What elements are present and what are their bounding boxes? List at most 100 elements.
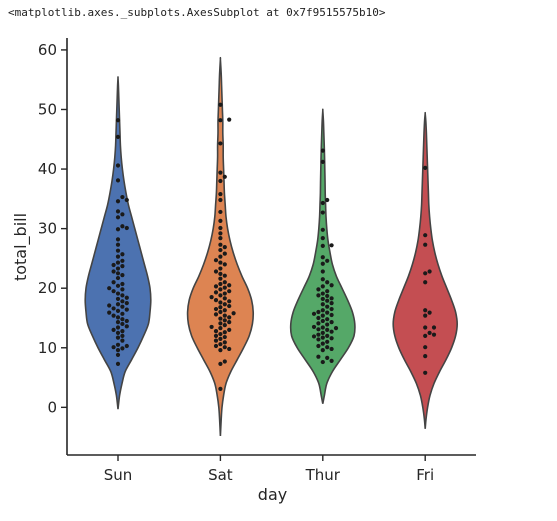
swarm-point-sat (213, 328, 219, 334)
y-tick-label: 0 (47, 398, 57, 416)
swarm-point-sat (218, 276, 223, 281)
swarm-point-sun (115, 271, 121, 276)
swarm-point-sun (111, 280, 116, 285)
swarm-point-sun (115, 320, 121, 325)
swarm-point-sat (227, 315, 232, 320)
swarm-point-thur (325, 310, 330, 315)
swarm-point-sat (213, 298, 219, 303)
swarm-point-sat (222, 323, 227, 328)
swarm-point-sat (218, 271, 223, 276)
y-tick-label: 50 (38, 100, 57, 118)
swarm-point-sat (218, 305, 223, 310)
swarm-point-thur (325, 317, 330, 322)
swarm-point-sat (222, 340, 227, 345)
swarm-point-sun (124, 324, 129, 329)
swarm-point-sun (115, 348, 121, 353)
y-tick-label: 60 (38, 41, 57, 59)
swarm-point-sat (222, 318, 227, 323)
swarm-point-sun (115, 254, 121, 259)
swarm-point-sun (124, 307, 129, 312)
swarm-point-sat (222, 296, 227, 301)
swarm-point-thur (329, 243, 334, 248)
x-ticks: Sun Sat Thur Fri (104, 455, 434, 484)
swarm-point-fri (423, 325, 428, 330)
swarm-point-thur (320, 335, 325, 340)
swarm-point-sun (115, 118, 121, 123)
swarm-point-thur (325, 339, 330, 344)
swarm-point-fri (431, 332, 437, 337)
x-tick-label: Fri (416, 466, 434, 484)
swarm-point-sun (124, 300, 129, 306)
swarm-point-thur (329, 306, 334, 312)
swarm-point-thur (329, 312, 334, 318)
swarm-point-thur (325, 298, 330, 303)
axes: 0 10 20 30 40 50 60 Sun Sat Thur Fri total_bill d… (11, 38, 476, 504)
swarm-point-sun (124, 318, 129, 324)
swarm-point-thur (316, 321, 321, 326)
swarm-point-sun (120, 328, 125, 334)
swarm-point-sun (115, 291, 121, 296)
swarm-point-thur (325, 289, 330, 294)
swarm-point-sun (111, 289, 116, 294)
swarm-point-sat (213, 269, 219, 274)
swarm-point-sun (115, 315, 121, 320)
swarm-point-layer (107, 102, 437, 391)
swarm-point-sat (227, 346, 232, 352)
swarm-point-sat (222, 291, 227, 296)
swarm-point-sun (115, 342, 121, 347)
swarm-point-sat (231, 311, 236, 316)
swarm-point-sun (120, 311, 125, 316)
swarm-point-sun (115, 352, 121, 358)
swarm-point-thur (325, 304, 330, 309)
swarm-point-thur (329, 346, 334, 352)
swarm-point-sat (218, 197, 223, 203)
swarm-point-thur (320, 330, 325, 335)
swarm-point-sun (115, 209, 121, 214)
swarm-point-sat (222, 330, 227, 335)
swarm-point-thur (316, 337, 321, 342)
swarm-point-fri (423, 313, 428, 318)
y-ticks: 0 10 20 30 40 50 60 (38, 41, 67, 416)
swarm-point-sat (218, 321, 223, 326)
swarm-point-sun (115, 335, 121, 340)
swarm-point-fri (423, 333, 428, 338)
swarm-point-thur (316, 354, 321, 359)
swarm-point-thur (325, 355, 330, 360)
swarm-point-sun (124, 295, 129, 300)
swarm-point-sat (218, 242, 223, 247)
swarm-point-sun (120, 212, 125, 217)
swarm-point-sun (115, 242, 121, 247)
swarm-point-sat (218, 102, 223, 107)
swarm-point-thur (320, 308, 325, 313)
swarm-point-fri (423, 242, 428, 247)
swarm-point-sun (120, 287, 125, 292)
swarm-point-thur (316, 332, 321, 337)
swarm-point-sat (218, 287, 223, 292)
swarm-point-sat (218, 236, 223, 241)
swarm-point-fri (423, 280, 428, 285)
swarm-point-sat (227, 117, 232, 122)
swarm-point-thur (329, 283, 334, 288)
swarm-point-sat (222, 251, 227, 256)
swarm-point-thur (325, 333, 330, 338)
swarm-point-thur (325, 197, 330, 203)
swarm-point-sat (222, 313, 227, 318)
swarm-point-thur (320, 318, 325, 324)
swarm-point-sat (222, 273, 227, 278)
swarm-point-sat (213, 312, 219, 317)
swarm-point-fri (423, 271, 428, 276)
swarm-point-sat (227, 299, 232, 304)
swarm-point-sat (218, 118, 223, 123)
swarm-point-sun (115, 227, 121, 232)
swarm-point-sat (209, 324, 214, 330)
swarm-point-sat (222, 345, 227, 350)
swarm-point-sat (218, 281, 223, 287)
swarm-point-sun (115, 266, 121, 271)
swarm-point-sat (222, 245, 227, 250)
swarm-point-sun (115, 215, 121, 220)
swarm-point-sun (115, 302, 121, 307)
swarm-point-thur (329, 300, 334, 306)
swarm-point-sat (218, 348, 223, 353)
swarm-point-sun (115, 308, 121, 313)
swarm-point-thur (316, 293, 321, 298)
